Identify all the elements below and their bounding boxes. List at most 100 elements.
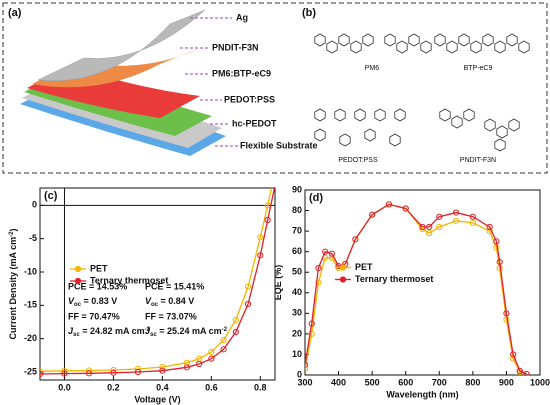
structure-ring xyxy=(494,40,506,54)
y-tick-label: 60 xyxy=(292,246,302,256)
annotation-symbol: V xyxy=(68,296,75,306)
structures xyxy=(314,33,530,152)
y-tick-label: -5 xyxy=(29,233,37,243)
structure-ring xyxy=(434,33,446,47)
y-axis-label-end: ) xyxy=(8,228,18,231)
device-stack xyxy=(20,9,226,156)
y-axis-label: Current Density (mA cm-2) xyxy=(8,228,18,339)
data-point xyxy=(61,370,68,377)
annotation-sup: -2 xyxy=(222,327,228,333)
x-axis-label: Wavelength (nm) xyxy=(386,389,458,399)
data-point xyxy=(110,369,117,376)
legend-marker xyxy=(74,265,82,273)
x-tick-label: 0.4 xyxy=(156,382,169,392)
data-point xyxy=(264,216,271,224)
data-point xyxy=(315,279,322,286)
structure-ring xyxy=(314,128,326,142)
leader-lines xyxy=(180,17,238,147)
data-point xyxy=(493,238,500,245)
data-point xyxy=(510,351,517,358)
annotation-sub: oc xyxy=(74,302,82,308)
series-line xyxy=(305,203,527,375)
structure-ring xyxy=(350,40,362,54)
data-point xyxy=(208,355,215,362)
panel-label: (a) xyxy=(8,7,22,19)
panel-label: (c) xyxy=(44,190,58,202)
data-point xyxy=(273,188,275,189)
y-tick-label: -25 xyxy=(24,366,37,376)
x-tick-label: 600 xyxy=(398,377,413,387)
data-point xyxy=(516,367,523,374)
data-point xyxy=(436,223,443,231)
molecule-name: PEDOT:PSS xyxy=(338,157,378,164)
layer-label: PEDOT:PSS xyxy=(224,94,275,104)
y-axis-label-text: EQE (%) xyxy=(273,265,283,301)
data-point xyxy=(244,300,252,308)
x-tick-label: 0.2 xyxy=(107,382,120,392)
structure-ring xyxy=(384,33,396,47)
x-tick-label: 400 xyxy=(331,377,346,387)
annotation-text: = 25.24 mA cm xyxy=(157,326,222,336)
y-tick-label: 0 xyxy=(32,200,37,210)
data-point xyxy=(208,348,215,356)
y-tick-label: 10 xyxy=(292,349,302,359)
data-point xyxy=(232,328,239,336)
data-point xyxy=(315,265,322,272)
structure-ring xyxy=(463,108,475,122)
plot-area xyxy=(305,201,530,375)
x-tick-label: 500 xyxy=(365,377,380,387)
data-point xyxy=(196,360,203,368)
y-tick-label: 50 xyxy=(292,267,302,277)
x-tick-label: 0.8 xyxy=(254,382,267,392)
structure-ring xyxy=(446,40,458,54)
legend-label: PET xyxy=(355,262,373,272)
structure-ring xyxy=(420,40,432,54)
annotation: PCE = 15.41% xyxy=(145,281,204,291)
structure-ring xyxy=(482,33,494,47)
layer-sheet xyxy=(37,9,206,82)
plot-frame xyxy=(304,189,541,376)
x-tick-label: 800 xyxy=(465,377,480,387)
data-point xyxy=(85,370,93,377)
annotation: FF = 73.07% xyxy=(145,311,197,321)
structure-ring xyxy=(494,138,506,152)
annotation-text: = 0.83 V xyxy=(81,296,117,306)
structure-ring xyxy=(458,33,470,47)
x-tick-label: 0.6 xyxy=(205,382,218,392)
legend-label: Ternary thermoset xyxy=(355,274,433,284)
data-point xyxy=(369,211,376,218)
structure-ring xyxy=(334,108,346,122)
annotation: PCE = 14.53% xyxy=(68,281,127,291)
structure-ring xyxy=(518,40,530,54)
data-point xyxy=(244,283,252,290)
annotation-symbol: J xyxy=(68,326,74,336)
structure-ring xyxy=(374,108,386,122)
panel-label: (b) xyxy=(302,7,316,19)
structure-ring xyxy=(314,33,326,47)
data-point xyxy=(452,209,460,216)
structure-ring xyxy=(326,40,338,54)
annotation: Voc = 0.83 V xyxy=(68,296,117,307)
data-point xyxy=(503,310,510,317)
structure-ring xyxy=(470,40,482,54)
data-point xyxy=(232,316,239,324)
panel-frame xyxy=(2,2,548,174)
data-point xyxy=(134,368,142,376)
data-point xyxy=(308,330,315,337)
structure-ring xyxy=(314,108,326,122)
annotation-text: = 0.84 V xyxy=(158,296,194,306)
data-point xyxy=(183,359,190,366)
data-point xyxy=(426,223,433,231)
structure-ring xyxy=(362,33,374,47)
data-point xyxy=(523,370,530,375)
y-tick-label: 20 xyxy=(292,328,302,338)
y-tick-label: 70 xyxy=(292,225,302,235)
data-point xyxy=(419,223,426,231)
data-point xyxy=(220,346,227,353)
data-point xyxy=(426,230,433,237)
legend-marker xyxy=(339,276,347,283)
structure-ring xyxy=(408,33,420,47)
x-tick-label: 0.0 xyxy=(58,382,71,392)
data-point xyxy=(220,336,227,344)
x-tick-label: 900 xyxy=(499,377,514,387)
